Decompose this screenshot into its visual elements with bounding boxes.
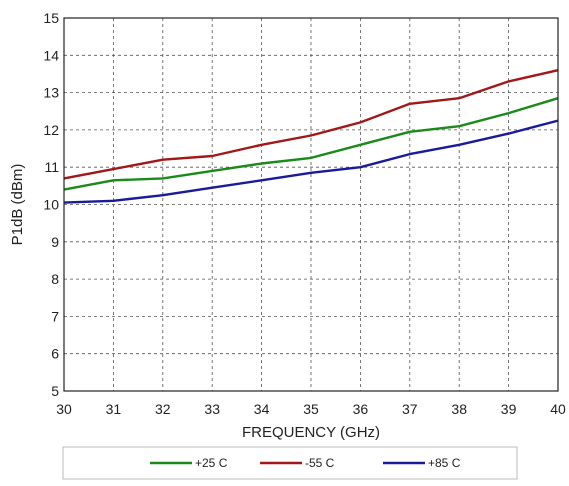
y-axis-label: P1dB (dBm) bbox=[9, 164, 26, 246]
x-tick-label: 39 bbox=[501, 401, 517, 417]
x-tick-label: 40 bbox=[550, 401, 566, 417]
plot-area-frame bbox=[63, 17, 559, 392]
y-tick-label: 9 bbox=[51, 234, 59, 250]
grid-layer bbox=[64, 18, 558, 391]
x-tick-label: 31 bbox=[106, 401, 122, 417]
y-tick-label: 14 bbox=[43, 47, 59, 63]
y-tick-label: 11 bbox=[44, 159, 59, 175]
y-tick-label: 5 bbox=[51, 383, 59, 399]
legend-label: +25 C bbox=[195, 456, 228, 470]
x-axis-label: FREQUENCY (GHz) bbox=[242, 424, 380, 441]
x-tick-label: 36 bbox=[353, 401, 369, 417]
y-tick-label: 13 bbox=[43, 85, 59, 101]
y-tick-label: 15 bbox=[43, 10, 59, 26]
x-tick-label: 38 bbox=[451, 401, 467, 417]
y-tick-label: 10 bbox=[43, 197, 59, 213]
series-line-85c bbox=[63, 119, 559, 204]
series-line-55c bbox=[63, 69, 559, 180]
x-tick-label: 35 bbox=[303, 401, 319, 417]
legend-label: -55 C bbox=[305, 456, 335, 470]
series-line-25c bbox=[63, 97, 559, 191]
legend-label: +85 C bbox=[428, 456, 461, 470]
x-tick-label: 34 bbox=[254, 401, 270, 417]
tick-label-layer: 30 31 32 33 34 35 36 37 38 39 40 5 6 7 8 9 10 11 12 13 14 15 bbox=[43, 10, 566, 417]
x-tick-label: 30 bbox=[56, 401, 72, 417]
x-tick-label: 37 bbox=[402, 401, 418, 417]
y-tick-label: 7 bbox=[51, 308, 59, 324]
x-tick-label: 33 bbox=[204, 401, 220, 417]
y-tick-label: 12 bbox=[43, 122, 59, 138]
x-tick-label: 32 bbox=[155, 401, 171, 417]
y-tick-label: 8 bbox=[51, 271, 59, 287]
legend: +25 C -55 C +85 C bbox=[62, 446, 518, 480]
y-tick-label: 6 bbox=[51, 346, 59, 362]
series-layer bbox=[63, 69, 559, 204]
